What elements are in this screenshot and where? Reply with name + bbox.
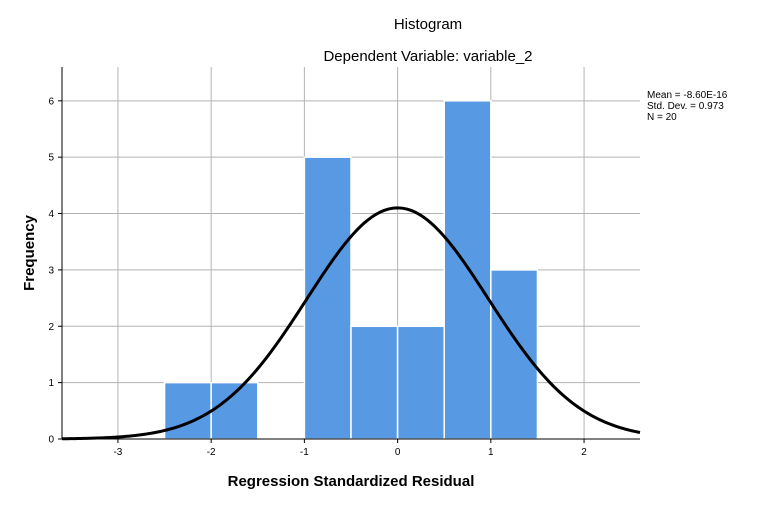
x-tick-label: 1 (488, 447, 494, 458)
histogram-bar (396, 325, 445, 440)
x-tick-label: 0 (395, 447, 401, 458)
x-tick-label: -1 (300, 447, 309, 458)
stats-n: N = 20 (647, 112, 677, 123)
x-axis-label: Regression Standardized Residual (228, 473, 475, 490)
histogram-bar (490, 269, 539, 440)
chart-subtitle: Dependent Variable: variable_2 (323, 48, 532, 65)
tick-labels: -3 -2 -1 0 1 2 0 1 2 3 4 5 6 (48, 96, 587, 458)
histogram-bar (163, 381, 212, 440)
x-tick-label: 2 (581, 447, 587, 458)
chart-title: Histogram (394, 16, 462, 33)
y-tick-label: 0 (48, 435, 54, 446)
y-tick-label: 5 (48, 153, 54, 164)
stats-std-dev: Std. Dev. = 0.973 (647, 101, 724, 112)
x-tick-label: -3 (113, 447, 122, 458)
y-tick-label: 6 (48, 96, 54, 107)
y-tick-label: 1 (48, 378, 54, 389)
y-tick-label: 2 (48, 322, 54, 333)
normal-curve (61, 206, 641, 441)
axes (61, 67, 640, 440)
y-axis-label: Frequency (21, 214, 38, 291)
normal-curve-layer (61, 206, 641, 441)
x-tick-label: -2 (207, 447, 216, 458)
y-tick-label: 3 (48, 265, 54, 276)
histogram-bar (210, 381, 259, 440)
histogram-bar (303, 156, 352, 440)
stats-legend: Mean = -8.60E-16 Std. Dev. = 0.973 N = 2… (647, 90, 728, 123)
stats-mean: Mean = -8.60E-16 (647, 90, 728, 101)
y-tick-label: 4 (48, 209, 54, 220)
histogram-bar (350, 325, 399, 440)
